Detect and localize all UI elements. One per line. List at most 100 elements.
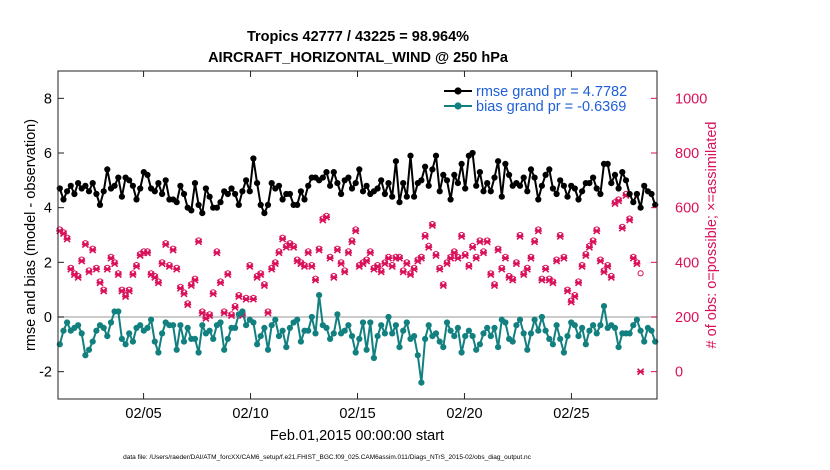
obs-possible-marker bbox=[473, 253, 480, 260]
obs-possible-marker bbox=[305, 248, 312, 255]
rmse-point bbox=[264, 201, 272, 208]
obs-possible-marker bbox=[180, 289, 188, 296]
obs-possible-marker bbox=[228, 311, 235, 318]
obs-possible-marker bbox=[429, 221, 436, 228]
obs-assimilated-marker bbox=[206, 312, 214, 320]
obs-assimilated-marker bbox=[308, 262, 316, 270]
obs-possible-marker bbox=[188, 281, 195, 288]
obs-assimilated-marker bbox=[447, 254, 455, 262]
obs-possible-marker bbox=[425, 242, 432, 249]
obs-possible-marker bbox=[107, 253, 115, 260]
obs-assimilated-marker bbox=[637, 368, 645, 376]
obs-assimilated-marker bbox=[114, 271, 122, 279]
bias-point bbox=[579, 324, 586, 331]
rmse-point bbox=[338, 190, 345, 198]
obs-possible-marker bbox=[378, 267, 385, 274]
obs-possible-marker bbox=[469, 242, 476, 249]
bias-point bbox=[648, 327, 655, 334]
rmse-point bbox=[418, 177, 425, 184]
rmse-point bbox=[144, 171, 151, 178]
y-tick-label-left: 4 bbox=[44, 201, 52, 217]
obs-possible-marker bbox=[568, 297, 575, 304]
rmse-point bbox=[630, 199, 637, 206]
rmse-point bbox=[71, 190, 78, 198]
obs-assimilated-marker bbox=[523, 265, 531, 273]
obs-assimilated-marker bbox=[198, 309, 206, 317]
bias-point bbox=[546, 335, 553, 342]
bias-point bbox=[195, 349, 202, 356]
rmse-point bbox=[93, 190, 100, 198]
obs-possible-marker bbox=[67, 264, 74, 271]
obs-assimilated-marker bbox=[585, 243, 593, 251]
obs-assimilated-marker bbox=[290, 243, 298, 251]
obs-assimilated-marker bbox=[216, 279, 225, 287]
obs-assimilated-marker bbox=[604, 262, 612, 270]
bias-point bbox=[458, 349, 465, 356]
obs-possible-marker bbox=[367, 248, 374, 255]
obs-possible-marker bbox=[579, 262, 586, 269]
bias-point bbox=[308, 313, 315, 321]
x-tick-label: 02/05 bbox=[125, 406, 161, 422]
obs-assimilated-marker bbox=[501, 254, 509, 262]
obs-assimilated-marker bbox=[209, 290, 217, 298]
rmse-point bbox=[64, 188, 71, 195]
obs-possible-marker bbox=[341, 267, 348, 274]
obs-possible-marker bbox=[104, 264, 111, 271]
bias-point bbox=[275, 333, 283, 340]
obs-assimilated-marker bbox=[395, 254, 404, 262]
obs-assimilated-marker bbox=[337, 260, 345, 268]
bias-point bbox=[487, 333, 494, 340]
obs-possible-marker bbox=[224, 270, 231, 277]
rmse-point bbox=[491, 174, 498, 181]
bias-point bbox=[422, 335, 429, 342]
obs-possible-marker bbox=[553, 256, 560, 263]
rmse-point bbox=[604, 160, 611, 167]
bias-point bbox=[378, 322, 385, 329]
bias-point bbox=[367, 319, 374, 326]
bias-point bbox=[381, 330, 388, 337]
x-axis-label: Feb.01,2015 00:00:00 start bbox=[270, 428, 444, 444]
bias-point bbox=[334, 311, 341, 318]
obs-possible-marker bbox=[363, 256, 370, 263]
bias-point bbox=[363, 346, 370, 353]
obs-assimilated-marker bbox=[275, 249, 283, 257]
rmse-point bbox=[261, 210, 268, 217]
rmse-point bbox=[546, 166, 553, 173]
obs-assimilated-marker bbox=[59, 230, 68, 238]
obs-assimilated-marker bbox=[111, 260, 119, 268]
obs-assimilated-marker bbox=[476, 238, 484, 246]
rmse-point bbox=[254, 180, 261, 187]
bias-point bbox=[542, 327, 549, 334]
obs-assimilated-marker bbox=[96, 279, 104, 287]
obs-assimilated-marker bbox=[406, 271, 415, 279]
obs-possible-marker bbox=[279, 234, 286, 241]
bias-point bbox=[144, 324, 151, 331]
obs-possible-marker bbox=[352, 226, 359, 233]
rmse-point bbox=[392, 158, 399, 165]
obs-assimilated-marker bbox=[122, 292, 130, 301]
obs-assimilated-marker bbox=[322, 213, 331, 221]
bias-point bbox=[389, 330, 396, 337]
rmse-point bbox=[575, 196, 582, 203]
obs-assimilated-marker bbox=[626, 216, 634, 224]
obs-possible-marker bbox=[597, 256, 604, 263]
obs-possible-marker bbox=[93, 264, 100, 271]
bias-point bbox=[268, 322, 275, 329]
bias-point bbox=[316, 292, 323, 299]
obs-possible-marker bbox=[524, 264, 531, 271]
bias-point bbox=[465, 327, 472, 334]
rmse-point bbox=[378, 177, 385, 184]
obs-possible-marker bbox=[268, 264, 275, 271]
obs-assimilated-marker bbox=[600, 268, 608, 276]
obs-possible-marker bbox=[133, 262, 140, 269]
obs-assimilated-marker bbox=[158, 260, 166, 268]
obs-possible-marker bbox=[338, 259, 345, 266]
rmse-point bbox=[159, 190, 166, 198]
rmse-point bbox=[407, 152, 414, 159]
bias-point bbox=[294, 316, 301, 323]
obs-assimilated-marker bbox=[92, 265, 100, 273]
obs-assimilated-marker bbox=[235, 292, 243, 301]
obs-assimilated-marker bbox=[231, 303, 239, 311]
obs-assimilated-marker bbox=[279, 235, 287, 243]
bias-point bbox=[264, 346, 272, 353]
